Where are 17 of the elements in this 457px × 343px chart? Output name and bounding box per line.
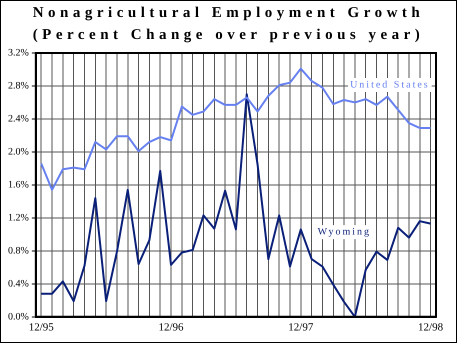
series-label: United States bbox=[350, 80, 430, 91]
y-tick-label: 2.4% bbox=[8, 114, 29, 125]
y-tick-label: 2.8% bbox=[8, 80, 29, 92]
x-tick-label: 12/98 bbox=[418, 321, 444, 334]
y-tick-label: 3.2% bbox=[8, 48, 29, 59]
y-tick-label: 1.6% bbox=[8, 180, 29, 191]
y-tick-label: 2.0% bbox=[8, 146, 29, 158]
x-tick-label: 12/96 bbox=[158, 321, 184, 334]
series-label: Wyoming bbox=[318, 226, 372, 238]
chart-title: Nonagricultural Employment Growth bbox=[32, 5, 426, 22]
y-tick-label: 1.2% bbox=[8, 212, 29, 224]
x-tick-label: 12/97 bbox=[288, 321, 314, 334]
y-tick-label: 0.8% bbox=[8, 245, 29, 256]
y-tick-label: 0.4% bbox=[8, 278, 29, 290]
y-tick-label: 0.0% bbox=[8, 311, 29, 322]
x-tick-label: 12/95 bbox=[28, 321, 54, 334]
chart-subtitle: (Percent Change over previous year) bbox=[32, 27, 426, 44]
